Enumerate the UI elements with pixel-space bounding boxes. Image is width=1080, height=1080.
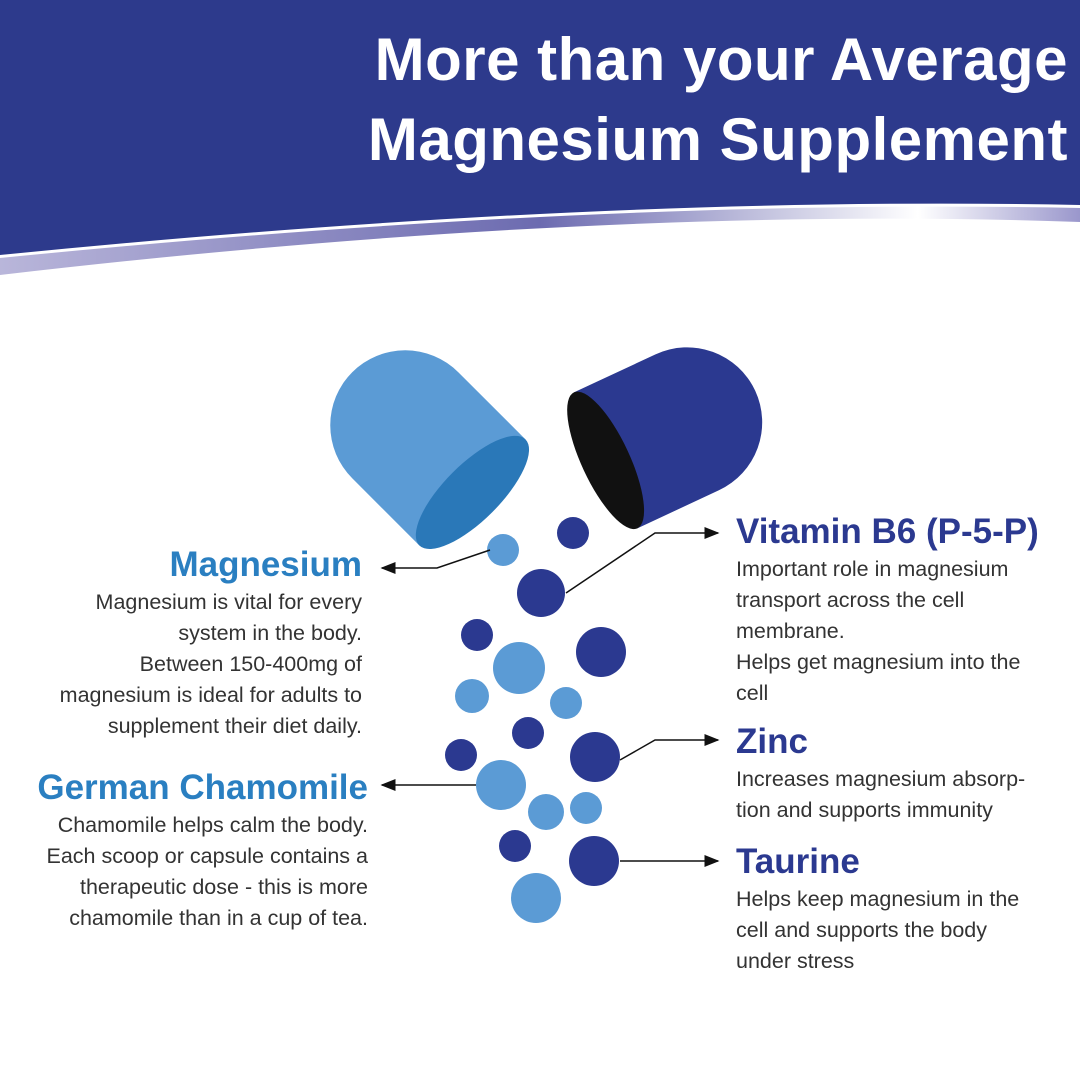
magnesium-text: supplement their diet daily. bbox=[107, 714, 362, 738]
arrow-b6 bbox=[565, 527, 720, 594]
magnesium-text: Between 150-400mg of bbox=[139, 652, 362, 676]
page-title: More than your Average Magnesium Supplem… bbox=[368, 20, 1068, 180]
arrow-zinc bbox=[619, 734, 720, 761]
b6-block: Vitamin B6 (P-5-P) Important role in mag… bbox=[736, 510, 1039, 709]
granule bbox=[528, 794, 564, 830]
capsule-half-dark bbox=[567, 347, 763, 530]
granule bbox=[476, 760, 526, 810]
b6-text: Helps get magnesium into the bbox=[736, 650, 1021, 674]
zinc-text: tion and supports immunity bbox=[736, 798, 993, 822]
chamomile-block: German Chamomile Chamomile helps calm th… bbox=[37, 766, 368, 934]
taurine-block: Taurine Helps keep magnesium in the cell… bbox=[736, 840, 1019, 977]
magnesium-block: Magnesium Magnesium is vital for every s… bbox=[60, 543, 362, 742]
b6-text: cell bbox=[736, 681, 769, 705]
chamomile-heading: German Chamomile bbox=[37, 768, 368, 807]
b6-heading: Vitamin B6 (P-5-P) bbox=[736, 512, 1039, 551]
granule bbox=[455, 679, 489, 713]
granule bbox=[569, 836, 619, 886]
b6-text: transport across the cell bbox=[736, 588, 965, 612]
chamomile-text: Each scoop or capsule contains a bbox=[46, 844, 368, 868]
b6-text: membrane. bbox=[736, 619, 845, 643]
granule bbox=[499, 830, 531, 862]
connector-lines bbox=[380, 527, 720, 867]
header-swoosh bbox=[0, 206, 1080, 275]
title-line-1: More than your Average bbox=[374, 26, 1068, 93]
granule bbox=[493, 642, 545, 694]
taurine-text: cell and supports the body bbox=[736, 918, 987, 942]
zinc-text: Increases magnesium absorp- bbox=[736, 767, 1026, 791]
zinc-heading: Zinc bbox=[736, 722, 808, 761]
taurine-text: under stress bbox=[736, 949, 855, 973]
b6-text: Important role in magnesium bbox=[736, 557, 1009, 581]
taurine-heading: Taurine bbox=[736, 842, 860, 881]
granules bbox=[445, 517, 626, 923]
granule bbox=[576, 627, 626, 677]
granule bbox=[487, 534, 519, 566]
chamomile-text: therapeutic dose - this is more bbox=[80, 875, 368, 899]
granule bbox=[511, 873, 561, 923]
chamomile-text: Chamomile helps calm the body. bbox=[57, 813, 368, 837]
granule bbox=[550, 687, 582, 719]
granule bbox=[570, 792, 602, 824]
granule bbox=[445, 739, 477, 771]
chamomile-text: chamomile than in a cup of tea. bbox=[69, 906, 368, 930]
granule bbox=[517, 569, 565, 617]
taurine-text: Helps keep magnesium in the bbox=[736, 887, 1020, 911]
capsule-half-light bbox=[330, 350, 530, 550]
granule bbox=[570, 732, 620, 782]
zinc-block: Zinc Increases magnesium absorp- tion an… bbox=[736, 720, 1025, 826]
granule bbox=[461, 619, 493, 651]
title-line-2: Magnesium Supplement bbox=[367, 106, 1068, 173]
granule bbox=[557, 517, 589, 549]
header-banner bbox=[0, 0, 1080, 255]
granule bbox=[512, 717, 544, 749]
arrow-magnesium bbox=[380, 549, 491, 574]
magnesium-heading: Magnesium bbox=[169, 545, 362, 584]
magnesium-text: system in the body. bbox=[178, 621, 362, 645]
magnesium-text: magnesium is ideal for adults to bbox=[59, 683, 362, 707]
magnesium-text: Magnesium is vital for every bbox=[95, 590, 362, 614]
